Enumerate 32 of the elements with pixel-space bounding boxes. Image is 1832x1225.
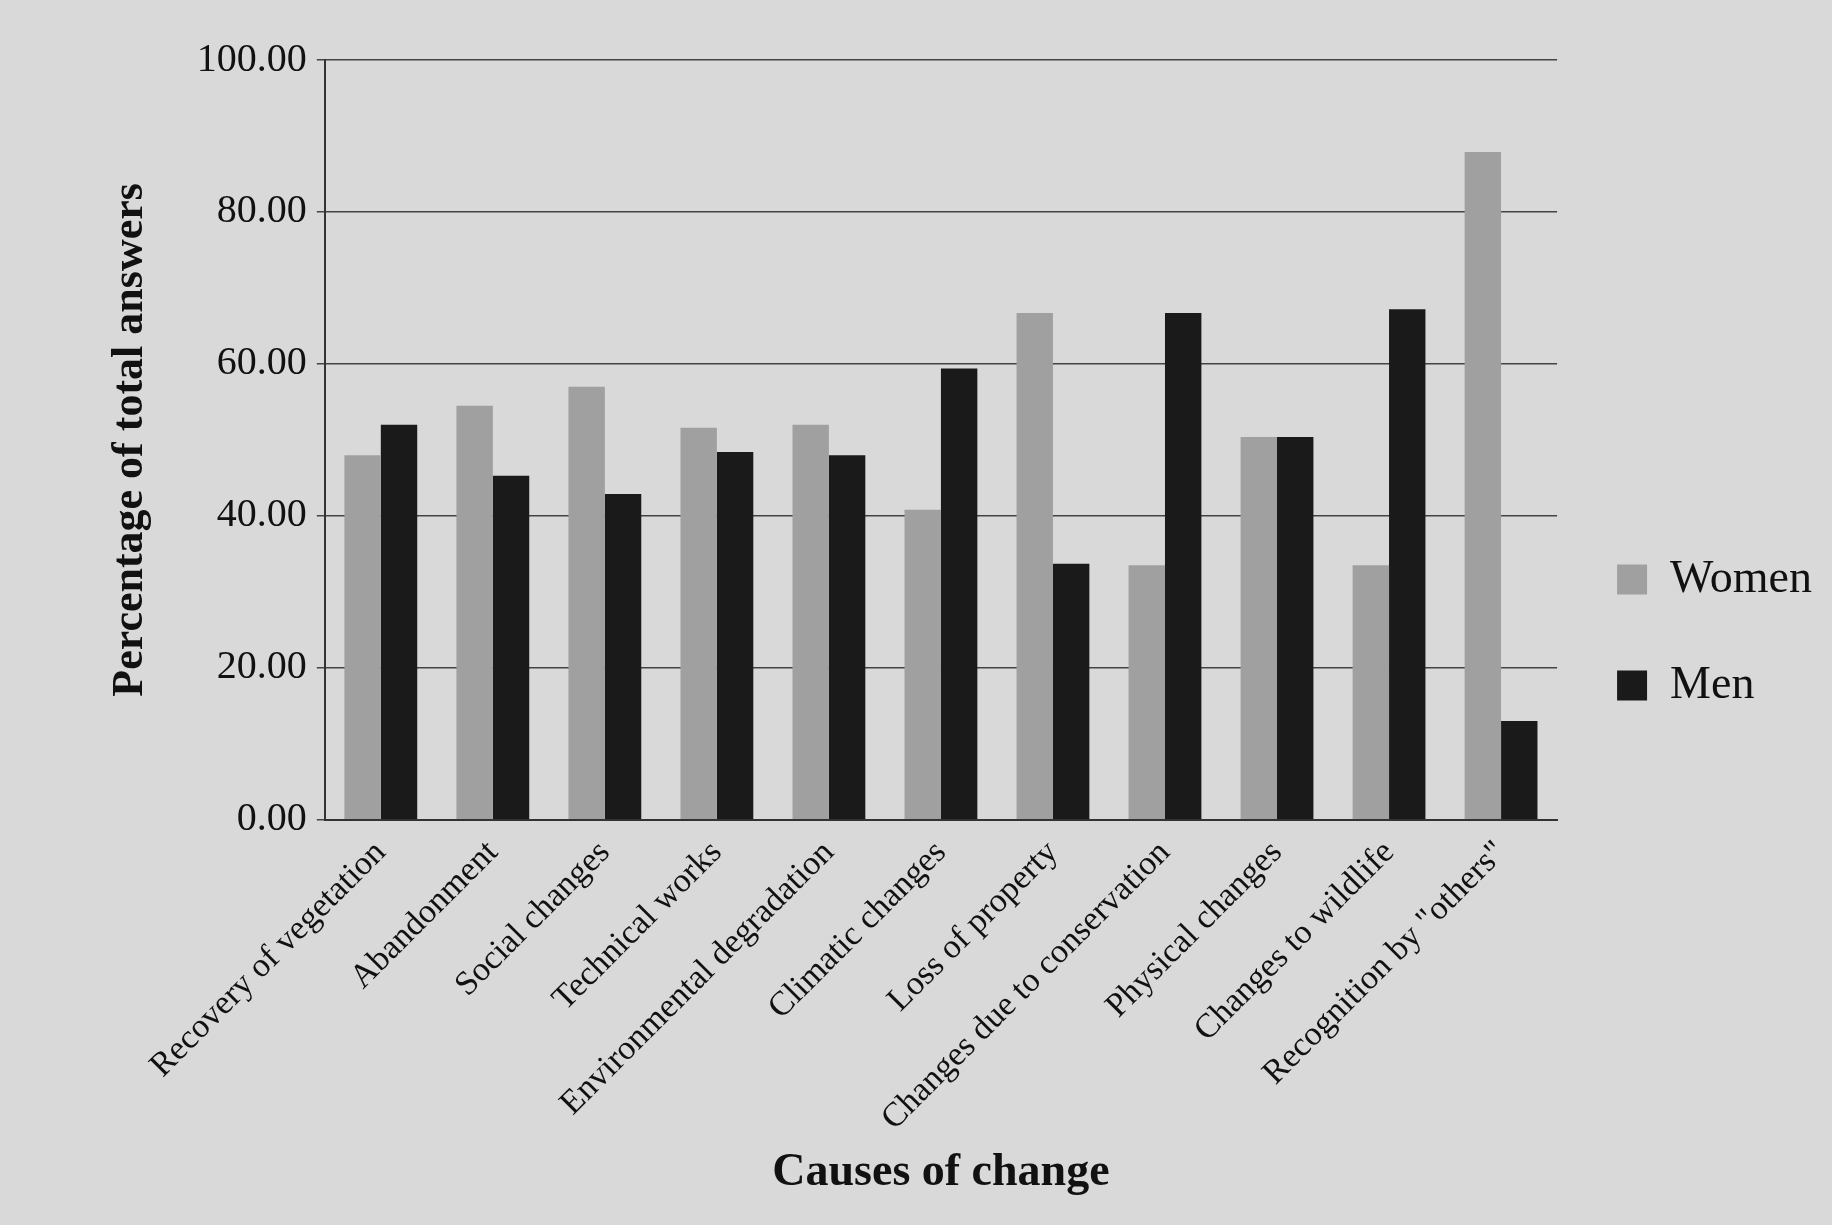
y-tick-label: 20.00 <box>216 642 307 688</box>
bar <box>568 386 605 820</box>
bar <box>456 405 493 820</box>
bar <box>344 455 381 820</box>
bar <box>1501 721 1538 820</box>
bar <box>1464 151 1502 820</box>
bar <box>1277 436 1314 820</box>
bar <box>1389 309 1426 820</box>
legend-label: Women <box>1670 550 1813 602</box>
y-tick-label: 0.00 <box>236 794 307 840</box>
bar <box>1352 565 1390 820</box>
bar <box>1164 313 1202 820</box>
y-axis-title: Percentage of total answers <box>102 183 152 697</box>
bar <box>792 424 829 820</box>
bar <box>904 509 941 820</box>
y-tick-label: 60.00 <box>216 338 307 384</box>
y-tick-label: 100.00 <box>196 34 307 80</box>
bar <box>1016 313 1053 820</box>
legend-label: Men <box>1670 656 1755 708</box>
y-tick-label: 40.00 <box>216 490 307 536</box>
bar <box>1052 563 1090 820</box>
bar <box>1128 565 1165 820</box>
bar <box>828 455 866 820</box>
y-tick-label: 80.00 <box>216 186 307 232</box>
bar <box>716 452 754 820</box>
bar <box>940 368 978 820</box>
bar <box>492 475 530 820</box>
bar <box>380 424 418 820</box>
x-axis-title: Causes of change <box>772 1144 1110 1196</box>
bar <box>680 427 717 820</box>
bar <box>604 493 642 820</box>
bar <box>1240 436 1278 820</box>
